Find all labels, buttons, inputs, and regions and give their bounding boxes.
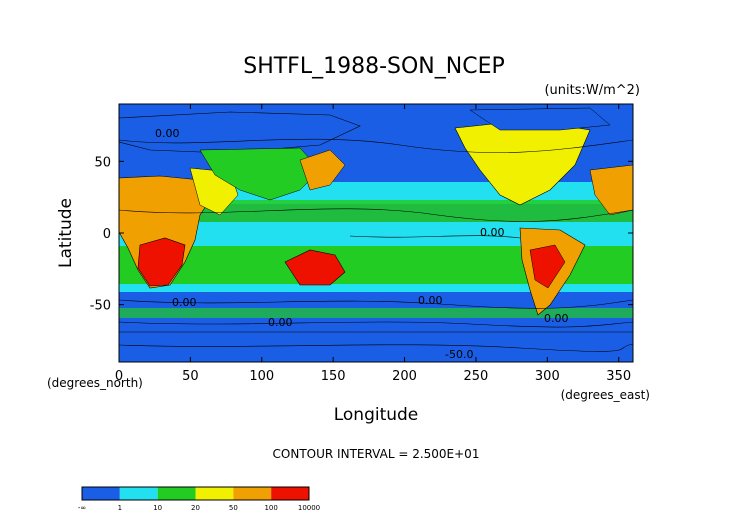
colorbar-swatch	[119, 487, 158, 500]
contour-line-mid	[118, 208, 634, 222]
landmass-australia	[284, 249, 346, 286]
colorbar-swatch	[82, 487, 120, 500]
contour-label: -50.0	[445, 348, 473, 361]
colorbar-level-label: 1	[118, 504, 122, 512]
colorbar-level-label: 10	[153, 504, 162, 512]
x-tick-label: 150	[321, 369, 346, 384]
contour-label: 0.00	[418, 294, 443, 307]
ocean-bands	[119, 182, 633, 318]
x-unit-label: (degrees_east)	[561, 388, 650, 402]
colorbar-swatch	[157, 487, 196, 500]
x-tick-label: 100	[249, 369, 274, 384]
landmass-south-america-core	[529, 244, 566, 289]
colorbar-swatch	[233, 487, 272, 500]
colorbar-swatch	[195, 487, 234, 500]
contour-label: 0.00	[480, 226, 505, 239]
y-unit-label: (degrees_north)	[47, 376, 143, 390]
colorbar-level-label: 10000	[298, 504, 320, 512]
x-axis-ticks: 0 50 100 150 200 250 300 350	[115, 104, 631, 384]
contour-label: 0.00	[155, 127, 180, 140]
green-band-southern-ocean	[119, 308, 633, 318]
map-plot-area: 0.00 0.00 0.00 0.00 0.00 0.00 -50.0	[118, 103, 634, 363]
x-tick-label: 350	[606, 369, 631, 384]
y-tick-label: 0	[103, 227, 111, 242]
landmass-asia-south	[199, 147, 321, 201]
landmass-eurasia-north	[118, 111, 361, 153]
units-label: (units:W/m^2)	[544, 83, 640, 98]
landmass-canada-arctic	[469, 107, 611, 131]
x-tick-label: 0	[115, 369, 123, 384]
x-tick-label: 50	[182, 369, 199, 384]
contour-label: 0.00	[544, 312, 569, 325]
y-axis-label: Latitude	[56, 198, 76, 268]
chart-title: SHTFL_1988-SON_NCEP	[243, 54, 505, 79]
contour-line-antarctic	[118, 343, 634, 352]
landmass-south-africa	[137, 237, 186, 287]
colorbar-level-label: 100	[264, 504, 277, 512]
landmass-antarctica	[118, 331, 634, 363]
green-band-north	[119, 200, 633, 222]
colorbar-level-label: 20	[191, 504, 200, 512]
contour-interval-label: CONTOUR INTERVAL = 2.500E+01	[273, 447, 480, 461]
colorbar-frame	[81, 486, 310, 501]
x-tick-label: 300	[535, 369, 560, 384]
land-masses	[118, 107, 634, 363]
landmass-east-asia	[299, 149, 346, 191]
contour-line-north	[118, 138, 634, 153]
colorbar-level-label: 50	[229, 504, 238, 512]
contour-line-southern-ocean	[118, 321, 634, 328]
contour-line-equator	[349, 235, 521, 239]
colorbar: -∞ 1 10 20 50 100 10000	[78, 486, 320, 512]
y-tick-label: 50	[94, 155, 111, 170]
contour-label: 0.00	[172, 296, 197, 309]
x-tick-label: 200	[392, 369, 417, 384]
contour-label: 0.00	[268, 316, 293, 329]
cyan-band-south	[119, 284, 633, 292]
contour-labels: 0.00 0.00 0.00 0.00 0.00 0.00 -50.0	[155, 127, 569, 361]
y-axis-ticks: -50 0 50	[90, 155, 633, 314]
contour-line-south	[118, 299, 634, 309]
colorbar-swatch	[271, 487, 309, 500]
y-tick-label: -50	[90, 299, 111, 314]
x-axis-label: Longitude	[334, 405, 419, 425]
landmass-europe-east	[589, 164, 634, 216]
colorbar-level-label: -∞	[78, 504, 86, 512]
x-tick-label: 250	[464, 369, 489, 384]
contour-lines	[118, 138, 634, 352]
